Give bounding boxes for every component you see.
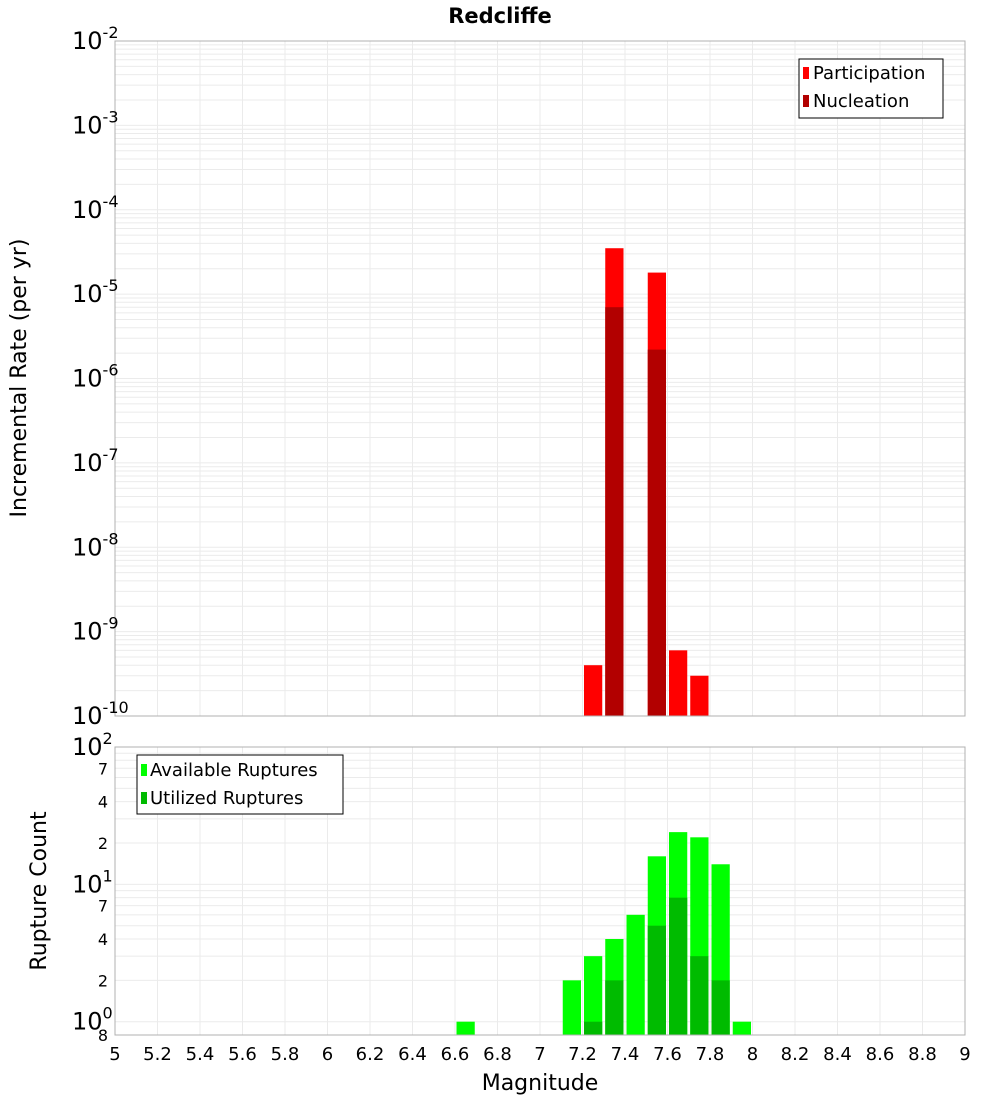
x-tick-label: 7.2 <box>568 1044 597 1065</box>
x-tick-label: 6.8 <box>483 1044 512 1065</box>
utilized-ruptures-bar <box>711 980 730 1035</box>
x-tick-label: 8.6 <box>866 1044 895 1065</box>
x-tick-label: 5.2 <box>143 1044 172 1065</box>
count-y-tick-label: 7 <box>98 897 108 916</box>
count-legend: Available Ruptures Utilized Ruptures <box>136 754 344 815</box>
rate-y-tick-label: 10-4 <box>72 192 119 224</box>
rate-legend: Participation Nucleation <box>798 58 944 119</box>
x-tick-label: 7.8 <box>696 1044 725 1065</box>
x-axis-label: Magnitude <box>482 1071 599 1096</box>
x-tick-label: 8.8 <box>908 1044 937 1065</box>
rate-y-ticks: 10-10 10-9 10-8 10-7 10-6 10-5 10-4 10-3 10-2 <box>72 23 129 730</box>
rate-y-tick-label: 10-7 <box>72 445 119 477</box>
available-ruptures-bar <box>584 956 603 1035</box>
count-y-axis-label: Rupture Count <box>27 811 52 971</box>
utilized-legend-swatch <box>141 792 147 804</box>
rate-bars <box>584 248 709 717</box>
chart-title: Redcliffe <box>448 4 552 28</box>
rate-y-tick-label: 10-5 <box>72 276 119 308</box>
rate-y-tick-label: 10-9 <box>72 614 119 646</box>
count-y-tick-label: 2 <box>98 834 108 853</box>
count-y-tick-label: 4 <box>98 930 108 949</box>
x-tick-label: 6.6 <box>441 1044 470 1065</box>
nucleation-legend-swatch <box>803 95 809 107</box>
count-legend-box <box>136 754 344 815</box>
rate-y-tick-label: 10-8 <box>72 529 119 561</box>
x-tick-label: 8.4 <box>823 1044 852 1065</box>
utilized-legend-label: Utilized Ruptures <box>150 788 303 809</box>
x-tick-label: 5.8 <box>271 1044 300 1065</box>
nucleation-bar <box>647 349 666 716</box>
available-legend-swatch <box>141 764 147 776</box>
utilized-ruptures-bar <box>647 925 666 1035</box>
count-y-tick-label: 2 <box>98 971 108 990</box>
rate-grid <box>115 41 966 716</box>
count-y-tick-label: 102 <box>72 729 113 761</box>
available-ruptures-bar <box>562 980 581 1035</box>
count-y-tick-label: 8 <box>98 1026 108 1045</box>
rate-legend-box <box>798 58 944 119</box>
available-legend-label: Available Ruptures <box>150 760 318 781</box>
x-tick-label: 7.4 <box>611 1044 640 1065</box>
x-tick-label: 5.6 <box>228 1044 257 1065</box>
rate-y-tick-label: 10-3 <box>72 107 119 139</box>
participation-bar <box>669 650 688 716</box>
rate-y-tick-label: 10-6 <box>72 361 119 393</box>
count-bars <box>456 832 751 1035</box>
count-y-tick-label: 4 <box>98 793 108 812</box>
rate-panel: 10-10 10-9 10-8 10-7 10-6 10-5 10-4 10-3 10-2 In… <box>7 23 966 730</box>
x-tick-label: 5 <box>109 1044 120 1065</box>
available-ruptures-bar <box>732 1021 751 1035</box>
count-y-tick-label: 100 <box>72 1004 113 1036</box>
available-ruptures-bar <box>626 914 645 1035</box>
nucleation-bar <box>605 307 624 716</box>
utilized-ruptures-bar <box>669 897 688 1035</box>
available-ruptures-bar <box>456 1021 475 1035</box>
x-tick-label: 5.4 <box>186 1044 215 1065</box>
x-tick-label: 7.6 <box>653 1044 682 1065</box>
participation-legend-label: Participation <box>813 63 925 84</box>
rate-plot-frame <box>114 40 966 717</box>
x-tick-label: 8.2 <box>781 1044 810 1065</box>
x-tick-label: 7 <box>534 1044 545 1065</box>
participation-bar <box>584 665 603 716</box>
utilized-ruptures-bar <box>690 956 709 1035</box>
nucleation-legend-label: Nucleation <box>813 91 909 112</box>
rate-y-tick-label: 10-10 <box>72 698 129 730</box>
x-tick-label: 6 <box>322 1044 333 1065</box>
x-tick-label: 6.2 <box>356 1044 385 1065</box>
count-grid <box>115 747 966 1035</box>
participation-legend-swatch <box>803 67 809 79</box>
count-y-tick-label: 101 <box>72 866 113 898</box>
rate-y-tick-label: 10-2 <box>72 23 119 55</box>
magnitude-x-ticks: 5 5.2 5.4 5.6 5.8 6 6.2 6.4 6.6 6.8 7 7.2 7.4 7.6 7.8 8… <box>109 1044 970 1065</box>
utilized-ruptures-bar <box>605 980 624 1035</box>
count-plot-frame <box>114 746 966 1036</box>
count-y-tick-label: 7 <box>98 759 108 778</box>
rate-y-axis-label: Incremental Rate (per yr) <box>7 239 32 518</box>
utilized-ruptures-bar <box>584 1021 603 1035</box>
x-tick-label: 6.4 <box>398 1044 427 1065</box>
participation-bar <box>690 675 709 716</box>
x-tick-label: 8 <box>747 1044 758 1065</box>
x-tick-label: 9 <box>959 1044 970 1065</box>
